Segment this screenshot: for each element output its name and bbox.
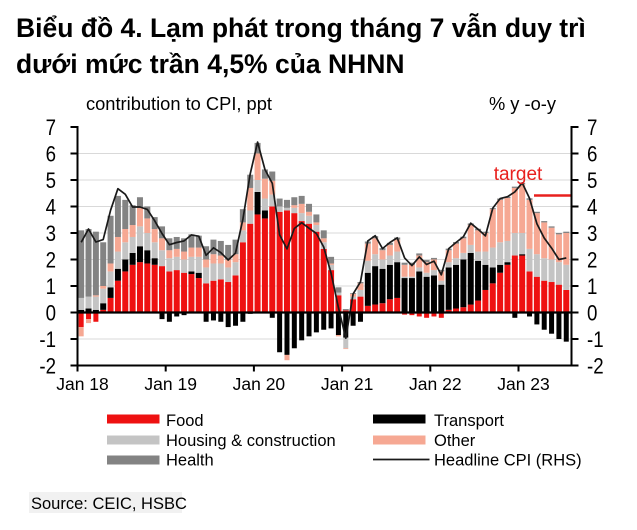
svg-text:2: 2: [587, 249, 597, 273]
svg-text:5: 5: [46, 170, 56, 194]
svg-text:2: 2: [46, 249, 56, 273]
svg-text:Source: CEIC, HSBC: Source: CEIC, HSBC: [31, 495, 187, 513]
svg-text:-2: -2: [39, 355, 56, 379]
svg-text:-2: -2: [587, 355, 604, 379]
svg-text:Other: Other: [434, 432, 476, 450]
svg-text:-1: -1: [587, 329, 604, 353]
svg-text:contribution to CPI, ppt: contribution to CPI, ppt: [86, 93, 272, 114]
svg-text:1: 1: [46, 276, 56, 300]
svg-text:6: 6: [587, 143, 597, 167]
svg-text:target: target: [494, 164, 543, 185]
svg-text:% y -o-y: % y -o-y: [489, 93, 557, 114]
svg-text:1: 1: [587, 276, 597, 300]
svg-text:4: 4: [46, 196, 56, 220]
svg-text:Biểu đồ 4. Lạm phát trong thán: Biểu đồ 4. Lạm phát trong tháng 7 vẫn du…: [16, 13, 586, 43]
svg-text:-1: -1: [39, 329, 56, 353]
svg-text:Jan 19: Jan 19: [144, 374, 197, 394]
svg-text:Headline CPI (RHS): Headline CPI (RHS): [434, 452, 582, 470]
svg-text:Jan 18: Jan 18: [56, 374, 109, 394]
svg-text:Housing & construction: Housing & construction: [166, 432, 336, 450]
svg-text:Jan 21: Jan 21: [321, 374, 374, 394]
svg-text:Jan 20: Jan 20: [233, 374, 286, 394]
svg-text:Food: Food: [166, 412, 204, 430]
svg-text:Jan 23: Jan 23: [497, 374, 550, 394]
svg-text:0: 0: [587, 302, 597, 326]
svg-text:5: 5: [587, 170, 597, 194]
svg-text:7: 7: [587, 117, 597, 141]
svg-text:Health: Health: [166, 452, 214, 470]
svg-text:Transport: Transport: [434, 412, 504, 430]
svg-text:Jan 22: Jan 22: [409, 374, 462, 394]
svg-text:4: 4: [587, 196, 597, 220]
svg-text:3: 3: [587, 223, 597, 247]
svg-text:0: 0: [46, 302, 56, 326]
svg-text:dưới mức trần 4,5% của NHNN: dưới mức trần 4,5% của NHNN: [16, 49, 405, 79]
svg-text:6: 6: [46, 143, 56, 167]
svg-text:3: 3: [46, 223, 56, 247]
svg-text:7: 7: [46, 117, 56, 141]
